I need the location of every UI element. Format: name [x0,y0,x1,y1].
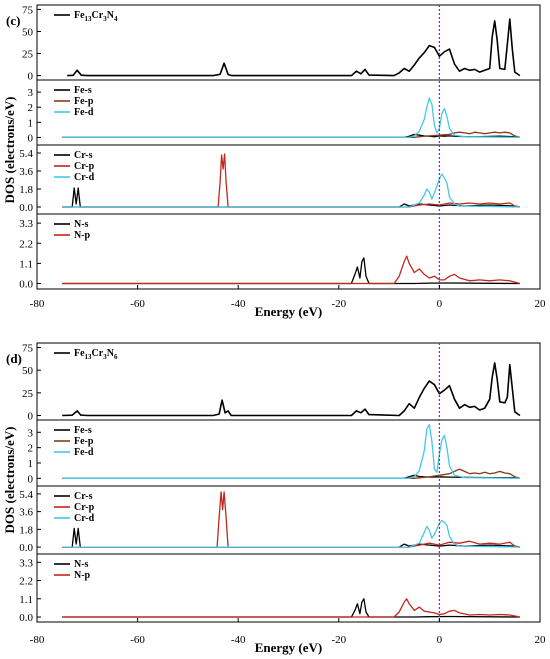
y-tick-label: 1 [28,458,34,470]
subplot-frame [36,485,541,555]
legend-label: Cr-s [74,491,93,502]
y-tick-label: 2 [28,443,34,455]
dos-subplot: 0 25 50 75 Fe13Cr3N6 [22,342,541,422]
x-tick-label: 0 [437,298,443,310]
legend-label: Cr-s [74,150,93,161]
legend-label: Fe-s [74,85,92,96]
y-tick-label: 2.2 [19,576,33,588]
y-tick-label: 3.6 [19,166,33,178]
y-tick-label: 0.0 [19,202,33,214]
y-tick-label: 1.1 [19,594,33,606]
legend-label: Fe-p [74,96,94,107]
x-tick-label: -20 [331,298,346,310]
y-tick-label: 75 [22,4,34,16]
dos-subplot: 0 1 2 3 Fe-sFe-pFe-d [28,419,541,487]
series-line-cr-s [62,187,521,208]
series-line-cr-d [62,173,520,208]
y-tick-label: 2 [28,102,34,114]
y-tick-label: 0.0 [19,542,33,554]
y-tick-label: 25 [22,388,34,400]
dos-panel-c: 0 25 50 75 Fe13Cr3N4 0 1 2 3 Fe-sFe-pFe-d 0.0 1.8 3.… [2,4,546,319]
legend-label: Cr-d [74,513,95,524]
x-tick-label: -80 [30,298,45,310]
subplot-frame [36,553,541,623]
y-tick-label: 5.4 [19,148,33,160]
legend-label: Fe-s [74,425,92,436]
legend-label: N-p [74,570,91,581]
y-tick-label: 25 [22,49,34,61]
y-tick-label: 3.6 [19,507,33,519]
series-line-n-p [62,255,521,285]
subplot-frame [36,213,541,290]
dos-panel-d: 0 25 50 75 Fe13Cr3N6 0 1 2 3 Fe-sFe-pFe-d 0.0 1.8 3.… [2,342,547,655]
series-line-fe-d [62,97,520,139]
dos-subplot: 0 1 2 3 Fe-sFe-pFe-d [28,79,541,146]
series-line-fe13cr3n6 [62,362,521,417]
x-tick-label: -80 [30,634,45,646]
y-tick-label: 3.3 [19,557,33,569]
y-tick-label: 1.1 [19,258,33,270]
y-tick-label: 1 [28,117,34,129]
y-tick-label: 75 [22,343,34,355]
x-tick-label: 0 [437,634,443,646]
panel-label: (c) [6,13,20,28]
series-line-n-p [62,598,521,618]
y-tick-label: 1.8 [19,184,33,196]
y-tick-label: 0 [28,71,34,83]
y-tick-label: 3 [28,427,34,439]
x-tick-label: 20 [535,298,547,310]
dos-subplot: 0.0 1.1 2.2 3.3 N-sN-p [19,213,541,291]
panel-label: (d) [6,351,22,366]
y-tick-label: 3.3 [19,218,33,230]
x-tick-label: -40 [231,634,246,646]
legend-label: N-s [74,559,89,570]
subplot-frame [36,79,541,146]
y-axis-label: DOS (electrons/eV) [2,427,17,534]
series-line-cr-p [62,153,521,208]
y-tick-label: 2.2 [19,238,33,250]
x-axis-label: Energy (eV) [255,640,323,655]
dos-subplot: 0.0 1.8 3.6 5.4 Cr-sCr-pCr-d [19,485,541,555]
y-tick-label: 50 [22,26,34,38]
legend-label: Cr-p [74,161,95,172]
x-axis-label: Energy (eV) [255,304,323,319]
y-tick-label: 0 [28,132,34,144]
x-tick-label: -40 [231,298,246,310]
dos-subplot: 0 25 50 75 Fe13Cr3N4 [22,4,541,83]
y-tick-label: 0 [28,410,34,422]
legend-label: Fe13Cr3N4 [74,10,118,23]
y-tick-label: 0.0 [19,612,33,624]
series-line-fe13cr3n4 [67,18,521,77]
series-line-fe-d [62,423,520,479]
y-axis-label: DOS (electrons/eV) [2,97,17,204]
y-tick-label: 50 [22,365,34,377]
dos-subplot: 0.0 1.8 3.6 5.4 Cr-sCr-pCr-d [19,144,541,215]
series-line-cr-d [62,519,520,548]
x-tick-label: -60 [130,634,145,646]
y-tick-label: 3 [28,87,34,99]
x-tick-label: -60 [130,298,145,310]
y-tick-label: 1.8 [19,524,33,536]
dos-subplot: 0.0 1.1 2.2 3.3 N-sN-p [19,553,541,624]
legend-label: Fe13Cr3N6 [74,348,118,361]
legend-label: Fe-d [74,107,94,118]
legend-label: Fe-d [74,447,94,458]
series-line-n-s [62,598,520,618]
y-tick-label: 0 [28,473,34,485]
legend-label: Cr-d [74,172,95,183]
y-tick-label: 5.4 [19,489,33,501]
subplot-frame [36,419,541,487]
legend-label: Cr-p [74,502,95,513]
series-line-fe-p [62,131,521,139]
y-tick-label: 0.0 [19,279,33,291]
series-line-cr-s [62,527,521,548]
legend-label: N-s [74,219,89,230]
x-tick-label: -20 [331,634,346,646]
series-line-n-s [62,257,520,285]
legend-label: N-p [74,230,91,241]
series-line-cr-p [62,491,521,548]
x-tick-label: 20 [535,634,547,646]
legend-label: Fe-p [74,436,94,447]
